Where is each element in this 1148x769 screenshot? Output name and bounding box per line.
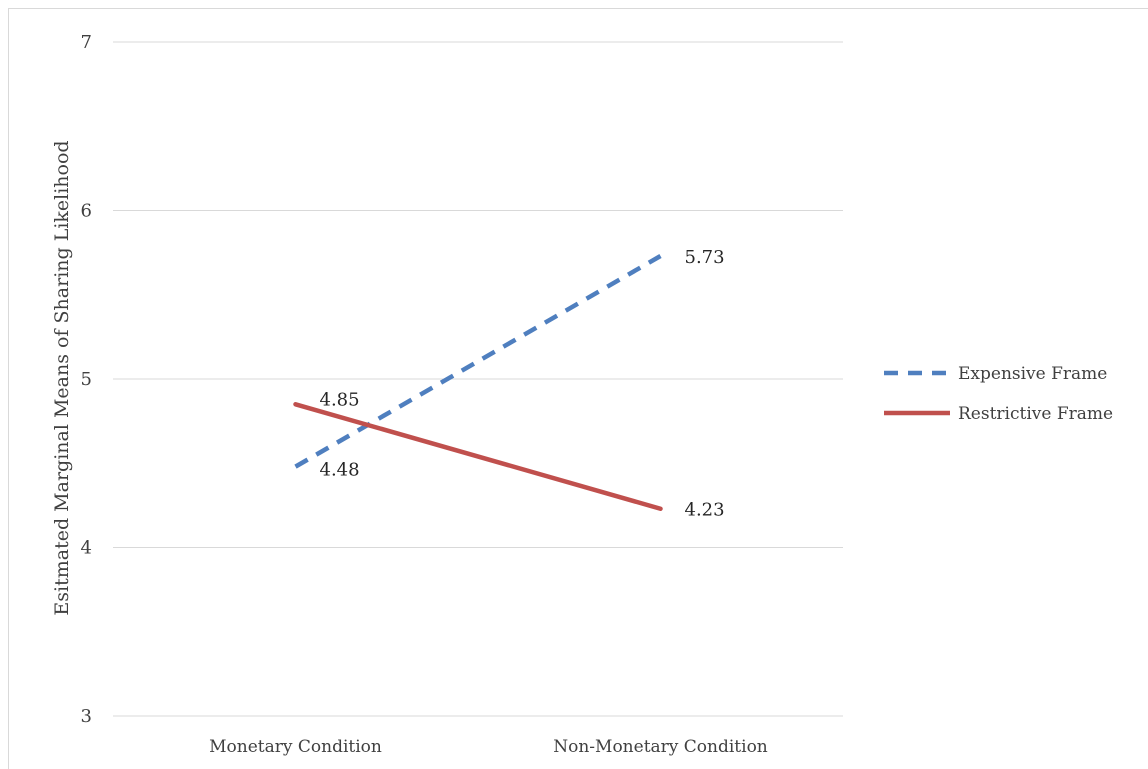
series-line-0: [294, 254, 662, 469]
data-label: 4.23: [685, 500, 725, 521]
y-tick-label: 4: [81, 538, 92, 559]
legend-label: Expensive Frame: [958, 364, 1107, 384]
data-label: 4.48: [320, 460, 360, 481]
y-tick-label: 6: [81, 201, 92, 222]
y-tick-label: 3: [81, 706, 92, 727]
chart-frame: [8, 8, 1148, 769]
x-axis-categories: Monetary Condition Non-Monetary Condition: [209, 737, 768, 757]
data-label: 4.85: [320, 389, 360, 410]
y-tick-label: 5: [81, 369, 92, 390]
y-axis-title: Esitmated Marginal Means of Sharing Like…: [51, 140, 73, 615]
data-labels: 4.48 5.73 4.85 4.23: [320, 247, 725, 521]
data-label: 5.73: [685, 247, 725, 268]
y-tick-label: 7: [81, 32, 92, 53]
y-axis-ticks: 3 4 5 6 7: [81, 32, 92, 727]
gridlines: [113, 41, 843, 717]
x-category-label: Monetary Condition: [209, 737, 382, 757]
legend: Expensive Frame Restrictive Frame: [884, 364, 1113, 424]
series-lines: [293, 254, 663, 511]
series-line-1: [293, 402, 663, 511]
x-category-label: Non-Monetary Condition: [553, 737, 768, 757]
legend-label: Restrictive Frame: [958, 404, 1113, 424]
